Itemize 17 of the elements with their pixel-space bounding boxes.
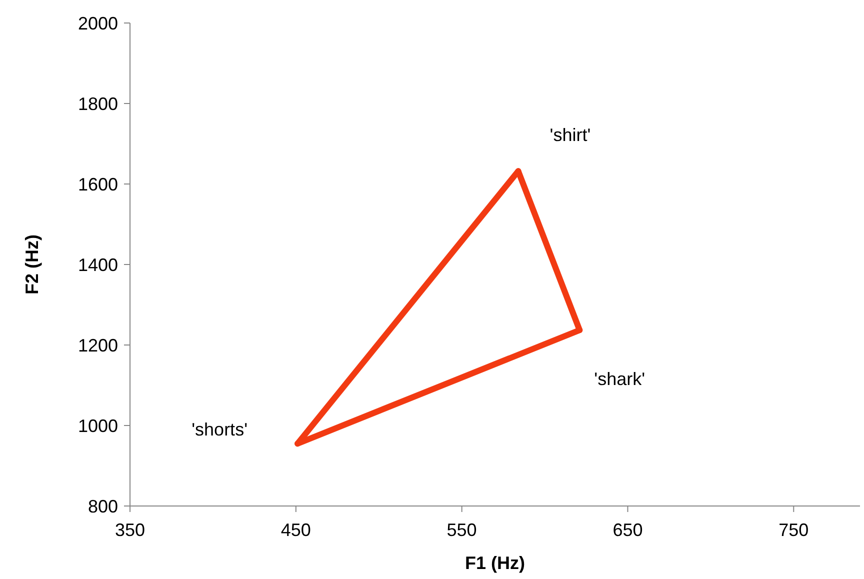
y-tick-label: 1200 [78, 335, 118, 356]
y-tick-label: 2000 [78, 13, 118, 34]
x-axis-title: F1 (Hz) [465, 553, 525, 573]
y-tick-label: 1400 [78, 254, 118, 275]
y-tick-label: 800 [88, 496, 118, 516]
y-tick-label: 1000 [78, 416, 118, 436]
x-tick-label: 750 [778, 520, 809, 540]
y-tick-label: 1600 [78, 174, 118, 194]
x-tick-label: 350 [114, 520, 146, 540]
y-tick-label: 1800 [78, 94, 118, 114]
annotation: 'shark' [594, 369, 646, 390]
annotation: 'shorts' [192, 420, 248, 440]
x-tick-label: 450 [280, 520, 311, 540]
annotation: 'shirt' [550, 125, 591, 146]
y-axis-title: F2 (Hz) [22, 234, 42, 294]
x-tick-label: 650 [612, 520, 643, 540]
x-tick-label: 550 [446, 520, 477, 540]
